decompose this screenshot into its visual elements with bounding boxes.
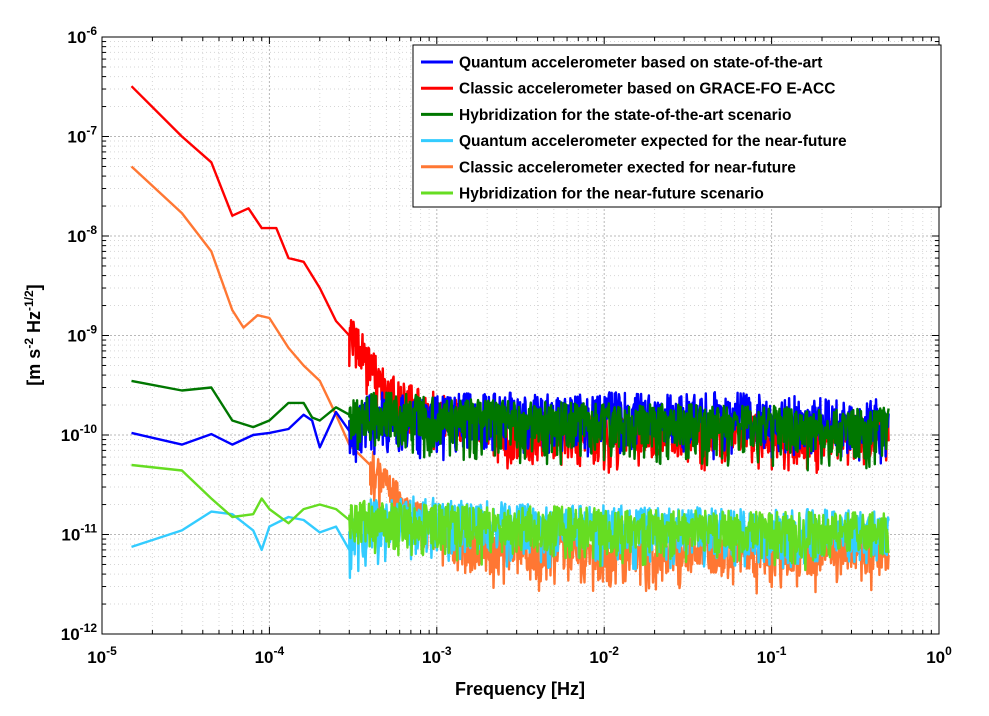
legend-label-4: Quantum accelerometer expected for the n… [459,133,847,150]
series-line-6 [131,463,890,572]
x-tick-exp: -4 [274,644,285,658]
y-tick-base: 10 [67,128,86,147]
y-tick-base: 10 [61,526,80,545]
y-tick-label: 10-12 [61,621,98,644]
x-tick-label: 10-3 [422,644,452,667]
x-tick-base: 10 [589,648,608,667]
legend-label-2: Classic accelerometer based on GRACE-FO … [459,81,835,98]
x-tick-label: 10-1 [757,644,787,667]
y-tick-exp: -10 [80,422,98,436]
x-tick-exp: -2 [608,644,619,658]
x-tick-base: 10 [757,648,776,667]
legend: Quantum accelerometer based on state-of-… [412,44,942,208]
x-tick-base: 10 [255,648,274,667]
y-tick-exp: -8 [86,223,97,237]
legend-label-5: Classic accelerometer exected for near-f… [459,159,796,176]
y-axis-label-exp-2: -1/2 [22,290,36,311]
x-tick-label: 10-4 [255,644,285,667]
x-tick-label: 10-5 [87,644,117,667]
x-tick-label: 10-2 [589,644,619,667]
x-tick-label: 100 [926,644,952,667]
y-tick-exp: -9 [86,323,97,337]
y-tick-label: 10-7 [67,124,97,147]
series-group [130,85,890,595]
x-tick-base: 10 [926,648,945,667]
y-tick-exp: -12 [80,621,98,635]
legend-label-1: Quantum accelerometer based on state-of-… [459,55,822,72]
x-axis-label: Frequency [Hz] [455,679,585,699]
y-tick-base: 10 [61,625,80,644]
y-tick-label: 10-8 [67,223,97,246]
y-axis-label-part-a: [m s [24,349,44,386]
y-tick-base: 10 [67,28,86,47]
y-tick-label: 10-10 [61,422,98,445]
y-tick-label: 10-9 [67,323,97,346]
y-axis-label-part-c: Hz [24,311,44,338]
legend-box [412,44,942,208]
y-tick-base: 10 [67,327,86,346]
x-tick-exp: -5 [106,644,117,658]
x-tick-exp: -3 [441,644,452,658]
y-tick-base: 10 [61,426,80,445]
y-tick-base: 10 [67,227,86,246]
legend-label-6: Hybridization for the near-future scenar… [459,186,764,203]
x-tick-exp: 0 [945,644,952,658]
x-tick-base: 10 [422,648,441,667]
y-axis-label-part-e: ] [24,284,44,290]
y-tick-exp: -7 [86,124,97,138]
y-axis-label: [m s-2 Hz-1/2] [22,284,44,385]
y-tick-label: 10-11 [61,522,97,545]
series-line-3 [131,379,890,472]
y-tick-label: 10-6 [67,24,97,47]
x-tick-labels: 10-5 10-4 10-3 10-2 10-1 100 [87,644,952,667]
x-tick-base: 10 [87,648,106,667]
y-tick-exp: -6 [86,24,97,38]
y-tick-exp: -11 [80,522,97,536]
y-axis-label-exp-1: -2 [22,338,36,349]
legend-label-3: Hybridization for the state-of-the-art s… [459,107,791,124]
x-tick-exp: -1 [776,644,787,658]
